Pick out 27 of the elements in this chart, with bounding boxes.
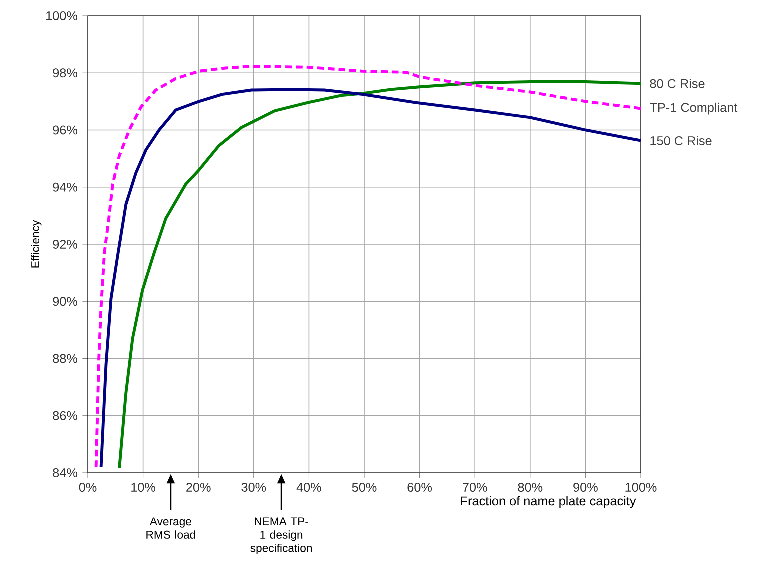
series-label: TP-1 Compliant [650, 102, 738, 115]
series-label: 150 C Rise [650, 136, 712, 146]
series-label: 80 C Rise [650, 79, 705, 88]
y-tick-label: 88% [53, 354, 78, 364]
x-tick-label: 50% [352, 483, 377, 492]
y-tick-label: 90% [53, 297, 78, 306]
x-axis-title: Fraction of name plate capacity [461, 496, 636, 508]
x-tick-label: 0% [79, 483, 97, 492]
y-tick-label: 96% [53, 126, 78, 135]
y-tick-label: 100% [46, 12, 78, 20]
y-tick-label: 84% [53, 468, 78, 478]
x-tick-label: 20% [186, 483, 211, 492]
y-axis-title: Efficiency [31, 220, 42, 268]
x-tick-label: 30% [242, 483, 266, 492]
x-tick-label: 90% [574, 483, 598, 492]
x-tick-label: 60% [408, 483, 432, 492]
text: Average RMS load [146, 518, 196, 539]
x-tick-label: 100% [626, 483, 657, 492]
y-tick-label: 92% [53, 240, 78, 249]
y-tick-label: 98% [53, 68, 78, 78]
x-tick-label: 80% [518, 483, 543, 492]
text: NEMA TP-1 design specification [250, 518, 312, 555]
y-tick-label: 94% [53, 182, 78, 192]
x-tick-label: 10% [132, 483, 156, 492]
x-tick-label: 40% [296, 483, 322, 492]
y-tick-label: 86% [53, 411, 78, 420]
x-tick-label: 70% [463, 483, 488, 492]
